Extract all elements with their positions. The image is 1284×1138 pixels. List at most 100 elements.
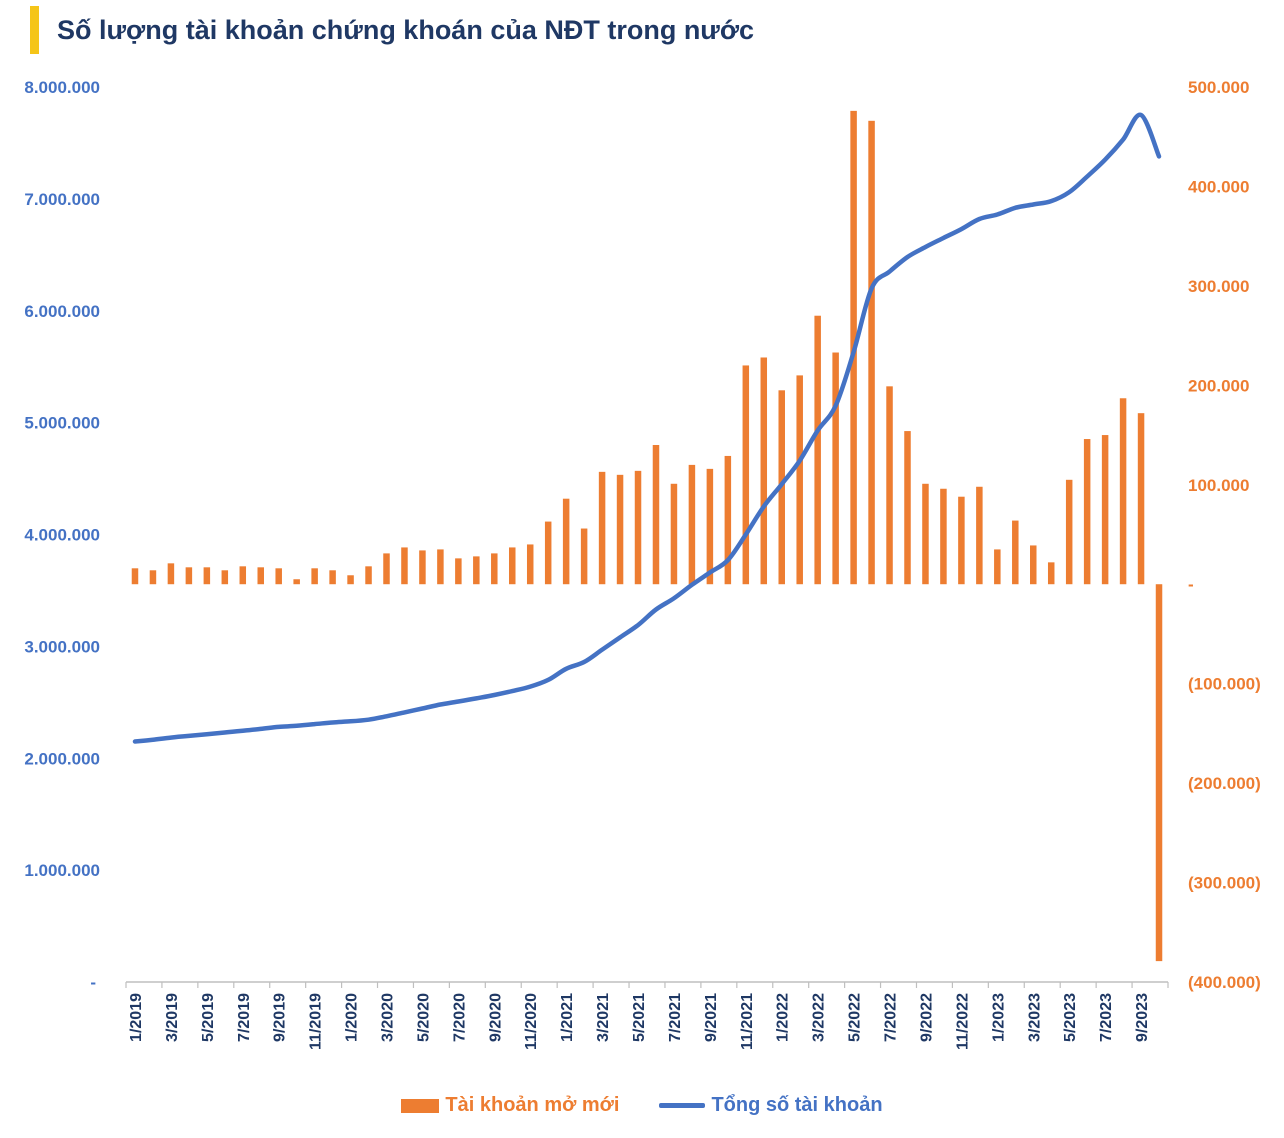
bar-new-accounts	[526, 544, 534, 585]
x-tick-label: 1/2022	[775, 993, 792, 1042]
right-tick-label: 100.000	[1188, 476, 1249, 495]
x-tick-label: 9/2022	[918, 993, 935, 1042]
right-tick-label: 500.000	[1188, 78, 1249, 97]
bar-new-accounts	[1083, 439, 1091, 585]
right-tick-label: (300.000)	[1188, 874, 1261, 893]
bar-new-accounts	[580, 528, 588, 585]
legend-label-new-accounts: Tài khoản mở mới	[445, 1094, 620, 1116]
bar-new-accounts	[1101, 435, 1109, 585]
bar-new-accounts	[724, 455, 732, 585]
bar-new-accounts	[401, 547, 408, 585]
left-tick-label: -	[90, 973, 96, 992]
x-tick-label: 3/2023	[1026, 993, 1043, 1042]
x-tick-label: 11/2020	[523, 993, 540, 1050]
x-axis-ticks: 1/2019 3/2019 5/2019 7/2019 9/2019 11/2019 1/2…	[125, 982, 1169, 1050]
legend-item-new-accounts: Tài khoản mở mới	[401, 1094, 619, 1117]
bar-new-accounts	[473, 556, 480, 585]
bar-new-accounts	[239, 566, 247, 585]
x-tick-label: 5/2020	[415, 993, 432, 1042]
left-axis-ticks: - 1.000.000 2.000.000 3.000.000 4.000.000 5.0…	[24, 78, 100, 992]
bar-new-accounts	[742, 365, 750, 585]
right-tick-label: 300.000	[1188, 277, 1249, 296]
bar-new-accounts	[1030, 545, 1037, 585]
x-tick-label: 11/2019	[308, 993, 325, 1050]
bar-new-accounts	[1155, 584, 1163, 962]
bar-new-accounts	[455, 558, 462, 585]
left-tick-label: 1.000.000	[24, 861, 100, 880]
bar-new-accounts	[688, 464, 696, 585]
bar-new-accounts	[670, 483, 678, 585]
legend-line-swatch	[659, 1103, 706, 1108]
bar-new-accounts	[544, 521, 552, 585]
bar-new-accounts	[922, 483, 929, 585]
bar-new-accounts	[652, 445, 660, 585]
x-tick-label: 1/2023	[990, 993, 1007, 1042]
x-tick-label: 1/2019	[128, 993, 145, 1042]
bar-new-accounts	[311, 568, 318, 585]
bar-new-accounts	[437, 549, 444, 585]
bar-new-accounts	[562, 498, 570, 585]
bar-new-accounts	[275, 568, 282, 585]
legend-bar-swatch	[401, 1098, 440, 1113]
x-tick-label: 3/2021	[595, 993, 612, 1042]
bar-new-accounts	[509, 547, 516, 585]
legend-label-total-accounts: Tổng số tài khoản	[711, 1094, 883, 1116]
bar-new-accounts	[203, 567, 211, 585]
bar-new-accounts	[419, 550, 426, 585]
bar-new-accounts	[1047, 562, 1055, 585]
bar-new-accounts	[616, 474, 624, 585]
bar-new-accounts	[886, 386, 893, 585]
title-accent-bar	[30, 6, 39, 54]
left-tick-label: 5.000.000	[24, 414, 100, 433]
x-tick-label: 5/2023	[1062, 993, 1079, 1042]
x-tick-label: 9/2020	[487, 993, 504, 1042]
bar-new-accounts	[491, 553, 498, 585]
chart-canvas: - 1.000.000 2.000.000 3.000.000 4.000.000 5.0…	[24, 78, 1261, 1050]
bar-new-accounts	[868, 120, 875, 585]
bar-new-accounts	[796, 375, 803, 585]
bar-new-accounts	[940, 488, 947, 585]
title-block: Số lượng tài khoản chứng khoán của NĐT t…	[30, 6, 754, 54]
x-tick-label: 7/2019	[236, 993, 253, 1042]
x-tick-label: 3/2019	[164, 993, 181, 1042]
right-tick-label: -	[1188, 575, 1194, 594]
bar-new-accounts	[832, 352, 839, 585]
right-tick-label: 400.000	[1188, 177, 1249, 196]
bar-new-accounts	[257, 567, 264, 585]
bar-new-accounts	[1012, 520, 1019, 585]
bar-new-accounts	[149, 570, 157, 585]
bar-new-accounts	[131, 568, 139, 585]
bar-new-accounts	[706, 468, 714, 585]
line-series-total-accounts	[132, 112, 1162, 744]
x-tick-label: 11/2021	[739, 993, 756, 1050]
bar-new-accounts	[634, 470, 642, 585]
bar-new-accounts	[760, 357, 768, 585]
right-tick-label: (200.000)	[1188, 774, 1261, 793]
left-tick-label: 8.000.000	[24, 78, 100, 97]
x-tick-label: 7/2020	[451, 993, 468, 1042]
x-tick-label: 7/2023	[1098, 993, 1115, 1042]
x-tick-label: 9/2021	[703, 993, 720, 1042]
bar-new-accounts	[293, 579, 300, 585]
bar-new-accounts	[1065, 479, 1073, 585]
bar-new-accounts	[814, 315, 821, 585]
bar-new-accounts	[347, 575, 354, 585]
bar-new-accounts	[185, 567, 193, 585]
bar-new-accounts	[904, 431, 911, 585]
left-tick-label: 7.000.000	[24, 190, 100, 209]
bar-new-accounts	[167, 563, 175, 585]
bar-new-accounts	[958, 496, 965, 585]
x-tick-label: 5/2021	[631, 993, 648, 1042]
legend: Tài khoản mở mới Tổng số tài khoản	[0, 1094, 1284, 1117]
x-tick-label: 11/2022	[954, 993, 971, 1050]
right-tick-label: (400.000)	[1188, 973, 1261, 992]
x-tick-label: 1/2021	[559, 993, 576, 1042]
x-tick-label: 1/2020	[344, 993, 361, 1042]
bar-new-accounts	[1137, 413, 1145, 585]
bar-new-accounts	[598, 471, 606, 585]
left-tick-label: 2.000.000	[24, 749, 100, 768]
bar-new-accounts	[365, 566, 372, 585]
x-tick-label: 3/2020	[380, 993, 397, 1042]
x-tick-label: 7/2021	[667, 993, 684, 1042]
bar-new-accounts	[329, 570, 336, 585]
